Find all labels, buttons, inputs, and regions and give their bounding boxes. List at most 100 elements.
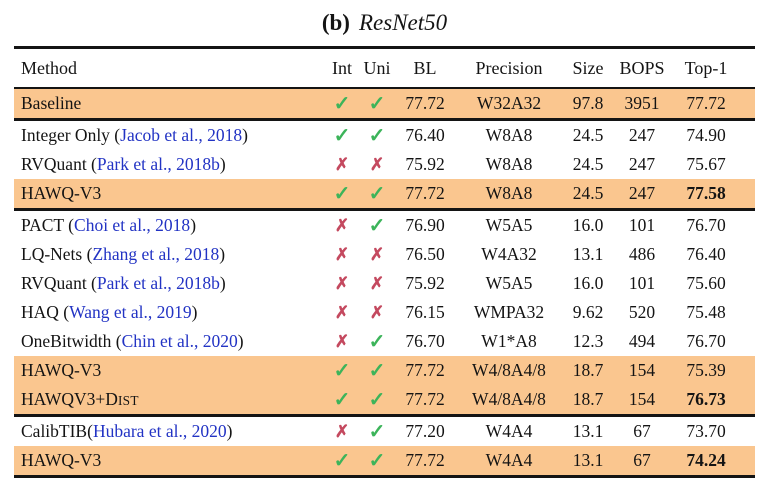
column-header-top-1: Top-1: [684, 57, 728, 78]
uni-cell: ✗: [359, 302, 395, 323]
uni-cell: ✓: [359, 181, 395, 206]
method-text: HAWQV3+D: [21, 389, 118, 409]
precision-cell: W5A5: [485, 215, 533, 235]
check-icon: ✓: [368, 93, 386, 115]
precision-cell: W4/8A4/8: [472, 389, 546, 409]
precision-cell: WMPA32: [473, 302, 545, 322]
precision-cell: W8A8: [485, 125, 533, 145]
table-row: HAWQ-V3 ✓ ✓ 77.72 W8A8 24.5 247 77.58: [14, 179, 755, 208]
uni-cell: ✓: [359, 329, 395, 354]
int-cell: ✗: [325, 302, 359, 323]
precision-cell: W1*A8: [481, 331, 537, 351]
size-cell: 97.8: [572, 93, 604, 113]
bl-cell: 77.72: [405, 183, 445, 203]
size-cell: 24.5: [572, 154, 604, 174]
citation-link[interactable]: Park et al., 2018b: [96, 154, 220, 174]
size-cell: 24.5: [572, 183, 604, 203]
method-text: ): [226, 421, 233, 441]
precision-cell: W8A8: [485, 154, 533, 174]
size-cell: 24.5: [572, 125, 604, 145]
method-cell: HAQ (Wang et al., 2019): [14, 302, 325, 323]
size-cell: 13.1: [572, 421, 604, 441]
size-cell: 16.0: [572, 273, 604, 293]
table-row: Integer Only (Jacob et al., 2018) ✓ ✓ 76.40…: [14, 121, 755, 150]
check-icon: ✓: [368, 421, 386, 443]
check-icon: ✓: [368, 125, 386, 147]
citation-link[interactable]: Chin et al., 2020: [121, 331, 238, 351]
method-text: ): [190, 215, 197, 235]
column-header-bops: BOPS: [619, 57, 665, 78]
check-icon: ✓: [368, 215, 386, 237]
method-text: RVQuant (: [21, 154, 97, 174]
caption-label: (b): [321, 10, 350, 35]
citation-link[interactable]: Choi et al., 2018: [74, 215, 191, 235]
table-row: PACT (Choi et al., 2018) ✗ ✓ 76.90 W5A5 16.0 1…: [14, 211, 755, 240]
table-row: OneBitwidth (Chin et al., 2020) ✗ ✓ 76.70 W1…: [14, 327, 755, 356]
table-row: HAWQ-V3 ✓ ✓ 77.72 W4/8A4/8 18.7 154 75.39: [14, 356, 755, 385]
int-cell: ✓: [325, 123, 359, 148]
top1-cell: 75.39: [686, 360, 726, 380]
precision-cell: W4A4: [485, 421, 533, 441]
cross-icon: ✗: [334, 216, 350, 235]
check-icon: ✓: [368, 450, 386, 472]
citation-link[interactable]: Park et al., 2018b: [96, 273, 220, 293]
cross-icon: ✗: [369, 155, 385, 174]
top1-cell: 74.90: [686, 125, 726, 145]
method-text: ): [237, 331, 244, 351]
bops-cell: 154: [628, 389, 656, 409]
group-separator: [14, 208, 755, 211]
bops-cell: 494: [628, 331, 656, 351]
uni-cell: ✗: [359, 154, 395, 175]
uni-cell: ✓: [359, 419, 395, 444]
check-icon: ✓: [333, 389, 351, 411]
uni-cell: ✓: [359, 387, 395, 412]
column-header-size: Size: [572, 57, 604, 78]
method-cell: LQ-Nets (Zhang et al., 2018): [14, 244, 325, 265]
method-cell: OneBitwidth (Chin et al., 2020): [14, 331, 325, 352]
top1-cell: 76.70: [686, 215, 726, 235]
cross-icon: ✗: [334, 155, 350, 174]
check-icon: ✓: [333, 360, 351, 382]
table-body: Baseline ✓ ✓ 77.72 W32A32 97.8 3951 77.72 Intege…: [14, 89, 755, 475]
bl-cell: 76.15: [405, 302, 445, 322]
uni-cell: ✓: [359, 213, 395, 238]
cross-icon: ✗: [334, 274, 350, 293]
top1-cell: 76.40: [686, 244, 726, 264]
group-separator: [14, 414, 755, 417]
citation-link[interactable]: Wang et al., 2019: [69, 302, 192, 322]
top1-cell: 73.70: [686, 421, 726, 441]
table-row: HAWQ-V3 ✓ ✓ 77.72 W4A4 13.1 67 74.24: [14, 446, 755, 475]
method-cell: HAWQ-V3: [14, 450, 325, 471]
caption-model: ResNet50: [358, 10, 448, 35]
bl-cell: 77.72: [405, 93, 445, 113]
method-text: CalibTIB(: [21, 421, 93, 441]
precision-cell: W8A8: [485, 183, 533, 203]
method-text: HAWQ-V3: [21, 450, 102, 470]
bops-cell: 3951: [624, 93, 660, 113]
method-cell: Integer Only (Jacob et al., 2018): [14, 125, 325, 146]
method-text: PACT (: [21, 215, 75, 235]
bops-cell: 520: [628, 302, 656, 322]
bl-cell: 77.20: [405, 421, 445, 441]
check-icon: ✓: [368, 389, 386, 411]
check-icon: ✓: [333, 450, 351, 472]
size-cell: 13.1: [572, 244, 604, 264]
method-cell: RVQuant (Park et al., 2018b): [14, 154, 325, 175]
citation-link[interactable]: Zhang et al., 2018: [92, 244, 220, 264]
bl-cell: 75.92: [405, 154, 445, 174]
check-icon: ✓: [368, 360, 386, 382]
method-text: HAWQ-V3: [21, 360, 102, 380]
cross-icon: ✗: [334, 422, 350, 441]
int-cell: ✗: [325, 215, 359, 236]
citation-link[interactable]: Hubara et al., 2020: [92, 421, 227, 441]
top1-cell: 75.67: [686, 154, 726, 174]
size-cell: 16.0: [572, 215, 604, 235]
size-cell: 13.1: [572, 450, 604, 470]
method-cell: HAWQ-V3: [14, 183, 325, 204]
header-rule: [14, 87, 755, 89]
method-cell: HAWQV3+DIST: [14, 389, 325, 410]
bottom-rule: [14, 475, 755, 478]
citation-link[interactable]: Jacob et al., 2018: [120, 125, 243, 145]
check-icon: ✓: [333, 183, 351, 205]
